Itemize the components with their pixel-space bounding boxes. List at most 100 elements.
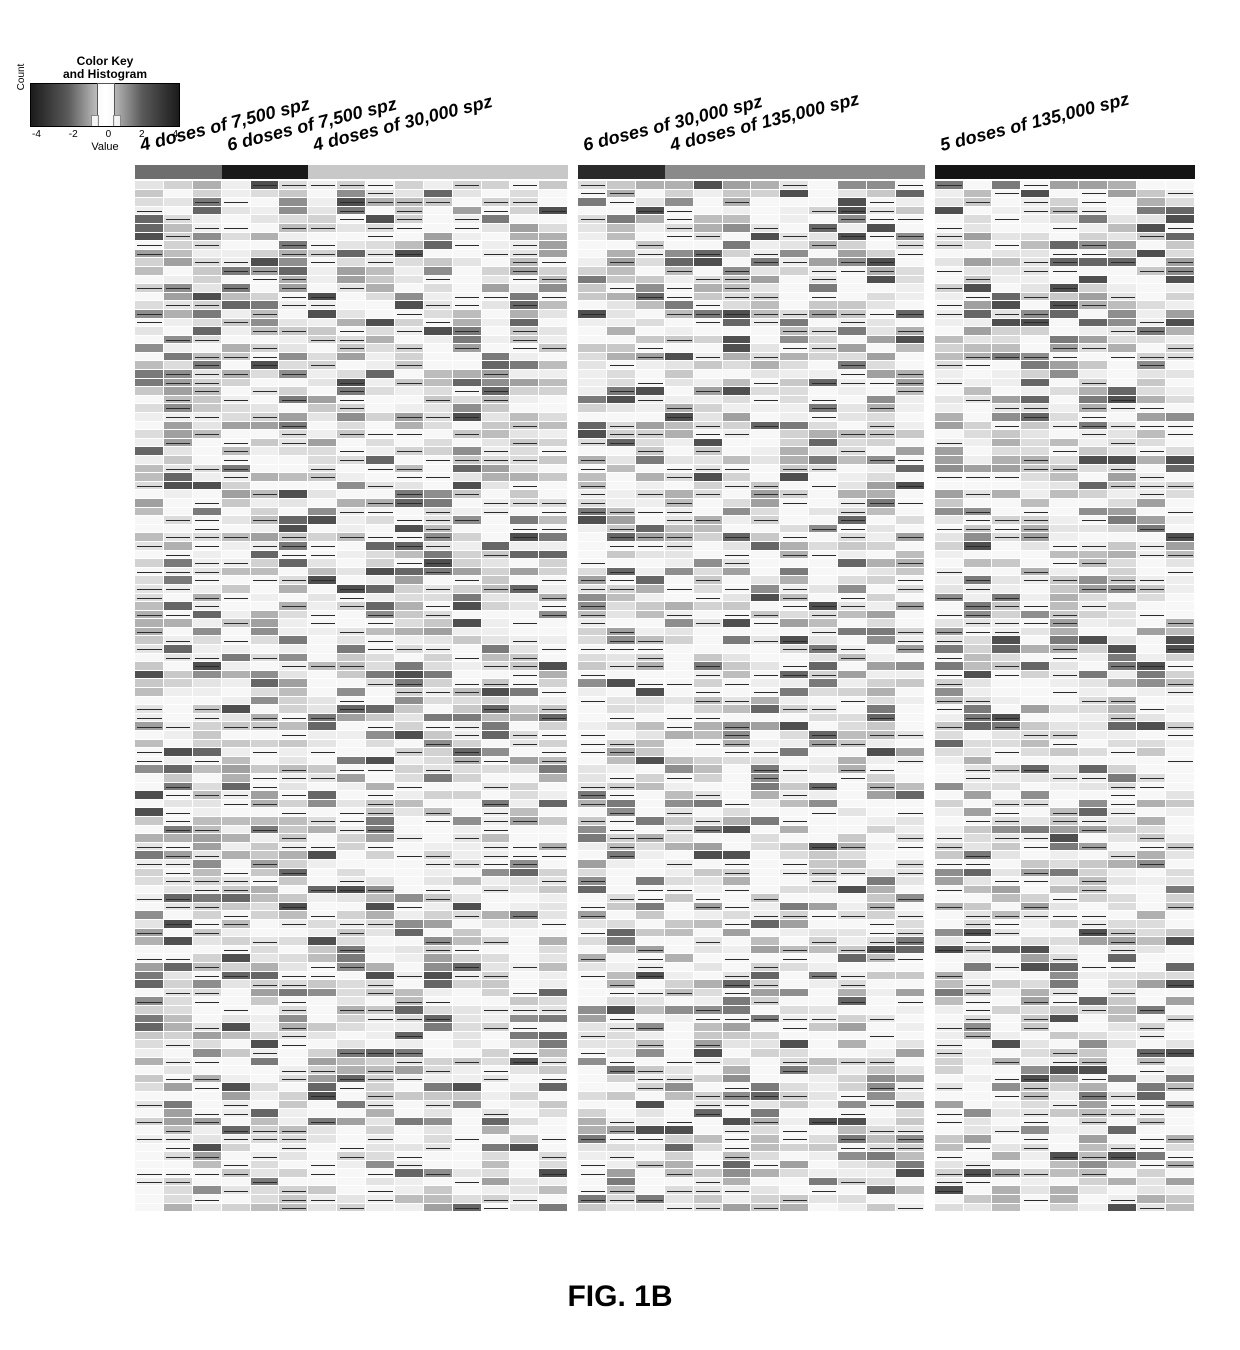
heatmap-cell: [510, 748, 539, 757]
heatmap-cell: [1079, 1161, 1108, 1170]
heatmap-cell: [1108, 482, 1137, 491]
heatmap-cell: [482, 705, 511, 714]
heatmap-cell: [308, 714, 337, 723]
heatmap-cell: [964, 963, 993, 972]
heatmap-cell: [694, 800, 723, 809]
heatmap-cell: [780, 542, 809, 551]
heatmap-cell: [193, 310, 222, 319]
heatmap-cell: [222, 310, 251, 319]
heatmap-cell: [279, 946, 308, 955]
heatmap-cell: [809, 1144, 838, 1153]
heatmap-cell: [222, 1135, 251, 1144]
heatmap-cell: [164, 1092, 193, 1101]
heatmap-cell: [935, 808, 964, 817]
heatmap-cell: [1108, 834, 1137, 843]
heatmap-cell: [337, 525, 366, 534]
heatmap-cell: [366, 1109, 395, 1118]
heatmap-cell: [723, 559, 752, 568]
heatmap-cell: [665, 1101, 694, 1110]
heatmap-cell: [193, 645, 222, 654]
heatmap-cell: [1021, 697, 1050, 706]
heatmap-cell: [751, 293, 780, 302]
heatmap-cell: [1108, 387, 1137, 396]
heatmap-cell: [164, 490, 193, 499]
heatmap-cell: [838, 826, 867, 835]
heatmap-cell: [135, 1178, 164, 1187]
heatmap-cell: [751, 662, 780, 671]
heatmap-cell: [578, 353, 607, 362]
heatmap-cell: [1021, 379, 1050, 388]
heatmap-cell: [607, 619, 636, 628]
heatmap-cell: [867, 1066, 896, 1075]
heatmap-cell: [636, 293, 665, 302]
heatmap-cell: [723, 602, 752, 611]
heatmap-cell: [751, 714, 780, 723]
heatmap-cell: [453, 594, 482, 603]
heatmap-cell: [636, 817, 665, 826]
heatmap-cell: [935, 1032, 964, 1041]
heatmap-cell: [1166, 516, 1195, 525]
heatmap-cell: [607, 869, 636, 878]
heatmap-cell: [1050, 654, 1079, 663]
heatmap-cell: [838, 456, 867, 465]
heatmap-cell: [279, 748, 308, 757]
heatmap-cell: [751, 688, 780, 697]
heatmap-cell: [251, 929, 280, 938]
heatmap-cell: [751, 886, 780, 895]
heatmap-cell: [867, 611, 896, 620]
heatmap-cell: [607, 697, 636, 706]
heatmap-cell: [222, 482, 251, 491]
heatmap-cell: [453, 1083, 482, 1092]
heatmap-cell: [453, 250, 482, 259]
heatmap-cell: [780, 1015, 809, 1024]
heatmap-cell: [337, 860, 366, 869]
heatmap-cell: [665, 1049, 694, 1058]
heatmap-cell: [164, 1195, 193, 1204]
heatmap-cell: [366, 740, 395, 749]
heatmap-cell: [337, 705, 366, 714]
heatmap-cell: [1166, 937, 1195, 946]
heatmap-cell: [539, 1118, 568, 1127]
heatmap-cell: [482, 293, 511, 302]
heatmap-cell: [164, 765, 193, 774]
heatmap-cell: [482, 447, 511, 456]
heatmap-cell: [424, 911, 453, 920]
heatmap-cell: [751, 611, 780, 620]
heatmap-cell: [1050, 370, 1079, 379]
heatmap-cell: [366, 404, 395, 413]
heatmap-cell: [1050, 1049, 1079, 1058]
heatmap-cell: [453, 1195, 482, 1204]
heatmap-cell: [279, 714, 308, 723]
heatmap-cell: [1166, 1135, 1195, 1144]
heatmap-cell: [366, 937, 395, 946]
heatmap-cell: [135, 293, 164, 302]
heatmap-cell: [164, 1161, 193, 1170]
heatmap-cell: [578, 860, 607, 869]
heatmap-cell: [935, 1178, 964, 1187]
heatmap-cell: [935, 224, 964, 233]
heatmap-cell: [867, 1023, 896, 1032]
heatmap-cell: [1166, 379, 1195, 388]
heatmap-cell: [780, 1075, 809, 1084]
group-bar-segment: [665, 165, 925, 179]
heatmap-cell: [482, 714, 511, 723]
heatmap-cell: [308, 954, 337, 963]
heatmap-cell: [510, 1135, 539, 1144]
heatmap-cell: [337, 1032, 366, 1041]
heatmap-cell: [992, 250, 1021, 259]
heatmap-cell: [578, 740, 607, 749]
heatmap-cell: [193, 1109, 222, 1118]
heatmap-cell: [482, 1101, 511, 1110]
heatmap-cell: [896, 301, 925, 310]
heatmap-cell: [867, 705, 896, 714]
heatmap-cell: [164, 1186, 193, 1195]
heatmap-cell: [935, 636, 964, 645]
heatmap-cell: [337, 877, 366, 886]
heatmap-cell: [665, 387, 694, 396]
heatmap-cell: [992, 1204, 1021, 1213]
heatmap-cell: [964, 611, 993, 620]
heatmap-cell: [694, 834, 723, 843]
heatmap-cell: [723, 319, 752, 328]
heatmap-cell: [424, 508, 453, 517]
heatmap-cell: [510, 1186, 539, 1195]
